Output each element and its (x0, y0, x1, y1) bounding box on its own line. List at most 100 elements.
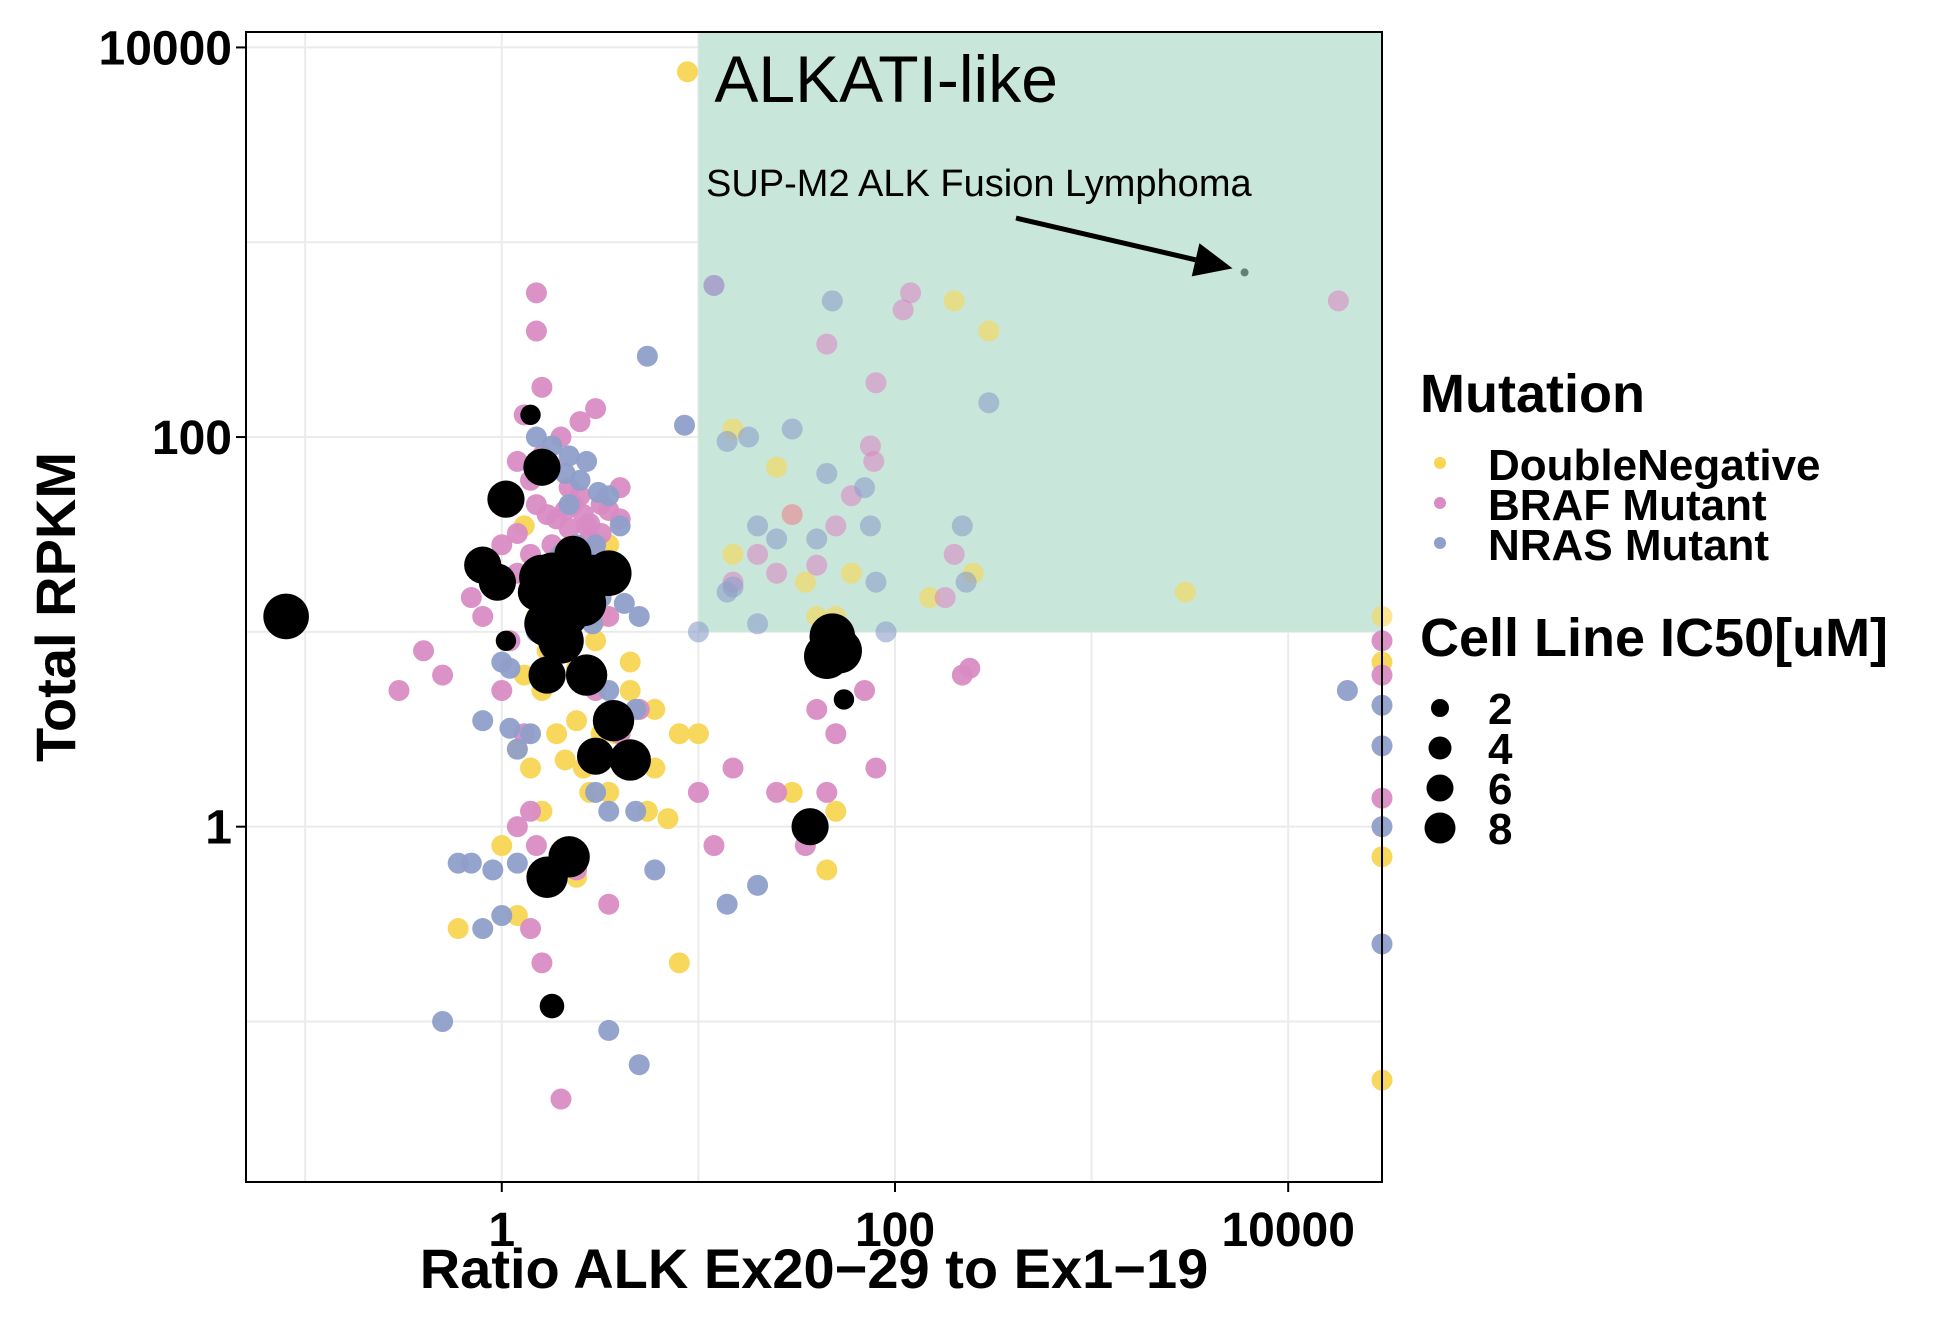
data-point (619, 680, 641, 702)
data-point (854, 680, 876, 702)
data-point (499, 717, 521, 739)
data-point (525, 494, 547, 516)
data-points (263, 61, 1393, 1110)
y-axis-title: Total RPKM (24, 452, 87, 762)
data-point (859, 515, 881, 537)
region-label: ALKATI-like (714, 42, 1058, 116)
data-point (506, 522, 528, 544)
data-point-ic50 (809, 613, 856, 660)
data-point (657, 808, 679, 830)
data-point (531, 952, 553, 974)
legend-mutation-swatch (1434, 457, 1446, 469)
legend-ic50-label: 4 (1488, 725, 1513, 774)
data-point (781, 781, 803, 803)
data-point (506, 852, 528, 874)
data-point (816, 333, 838, 355)
legend-ic50-label: 6 (1488, 765, 1512, 814)
data-point (865, 372, 887, 394)
data-point (613, 592, 635, 614)
data-point (722, 543, 744, 565)
data-point (585, 781, 607, 803)
data-point (432, 1010, 454, 1032)
annotation-arrowhead (1191, 243, 1233, 277)
data-point-ic50 (565, 654, 608, 696)
data-point-ic50 (609, 739, 651, 781)
data-point (668, 723, 690, 745)
data-point (472, 918, 494, 940)
data-point (520, 800, 542, 822)
data-point (1174, 581, 1196, 603)
data-point (636, 345, 658, 367)
data-point-ic50 (478, 563, 517, 601)
legend-ic50-swatch (1424, 812, 1456, 844)
x-tick-label: 100 (855, 1204, 935, 1257)
data-point (432, 664, 454, 686)
data-point (806, 528, 828, 550)
data-point (687, 781, 709, 803)
data-point (499, 657, 521, 679)
data-point (865, 757, 887, 779)
data-point-ic50 (520, 404, 541, 426)
data-point-ic50 (548, 836, 590, 878)
data-point-ic50 (538, 617, 584, 664)
data-point (806, 698, 828, 720)
x-tick-label: 10000 (1221, 1204, 1354, 1257)
data-point (738, 426, 760, 448)
legend-ic50-title: Cell Line IC50[uM] (1420, 608, 1888, 668)
data-point (506, 738, 528, 760)
data-point (747, 613, 769, 635)
data-point (491, 534, 513, 556)
data-point (554, 749, 576, 771)
data-point (863, 450, 885, 472)
data-point (598, 1019, 620, 1041)
data-point (579, 512, 601, 534)
data-point (472, 710, 494, 732)
data-point (747, 515, 769, 537)
data-point (506, 905, 528, 926)
data-point (472, 605, 494, 627)
data-point (460, 852, 482, 874)
data-point (506, 450, 528, 472)
data-point (558, 494, 580, 516)
data-point (525, 426, 547, 448)
legend-mutation-label: NRAS Mutant (1488, 521, 1769, 570)
data-point-ic50 (833, 689, 855, 710)
data-point (766, 781, 788, 803)
data-point (628, 605, 650, 627)
y-tick-label: 1 (205, 802, 232, 855)
data-point (491, 905, 513, 926)
data-point (587, 481, 609, 503)
data-point (781, 418, 803, 440)
data-point (674, 414, 696, 436)
data-point (628, 1054, 650, 1076)
data-point (865, 571, 887, 593)
data-point (854, 477, 876, 499)
data-point (951, 515, 973, 537)
data-point (747, 543, 769, 565)
legend-ic50-swatch (1426, 774, 1454, 802)
data-point (747, 874, 769, 896)
data-point-ic50 (523, 448, 561, 486)
annotation-arrow (1015, 215, 1197, 263)
data-point (825, 515, 847, 537)
data-point (525, 835, 547, 857)
data-point (558, 517, 580, 539)
legend-mutation-title: Mutation (1420, 364, 1645, 424)
x-axis-title: Ratio ALK Ex20−29 to Ex1−19 (420, 1237, 1209, 1300)
data-point (506, 816, 528, 838)
data-point (959, 657, 981, 679)
data-point (676, 61, 698, 83)
legend-ic50-label: 8 (1488, 805, 1512, 854)
data-point (482, 859, 504, 881)
data-point (619, 651, 641, 673)
y-axis-ticks: 1 100 10000 (99, 22, 246, 855)
data-point (598, 800, 620, 822)
data-point (491, 680, 513, 702)
data-point-ic50 (539, 993, 565, 1019)
data-point (576, 450, 598, 472)
data-point (388, 680, 410, 702)
legend-ic50-swatch (1431, 699, 1449, 717)
data-point-ic50 (576, 737, 615, 775)
data-point (460, 587, 482, 609)
